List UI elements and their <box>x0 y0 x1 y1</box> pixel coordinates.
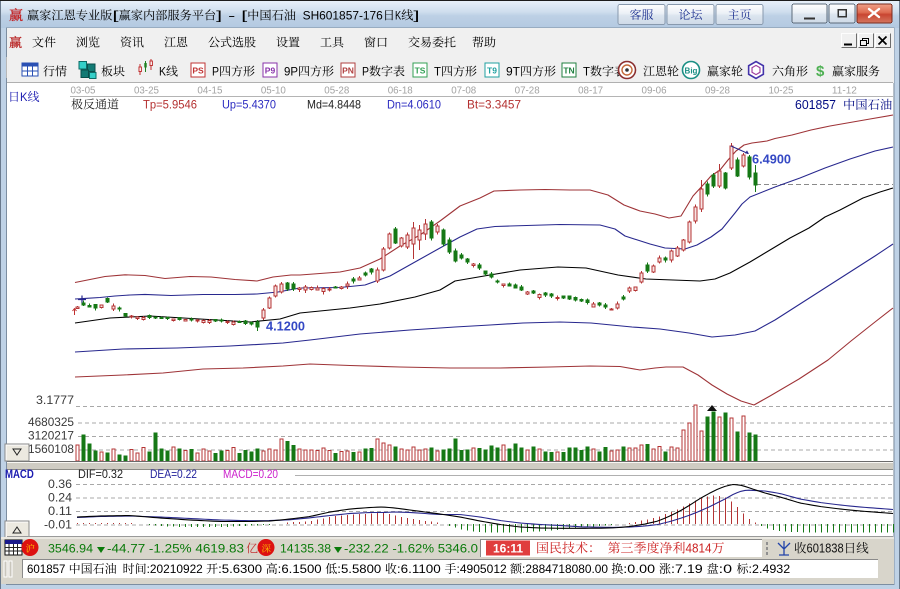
svg-text:4.1200: 4.1200 <box>266 320 305 334</box>
svg-text:MACD=0.20: MACD=0.20 <box>223 467 278 481</box>
svg-text:PN: PN <box>342 66 354 76</box>
svg-text:16:11: 16:11 <box>493 542 523 556</box>
svg-text:601857: 601857 <box>795 98 836 112</box>
svg-text:TN: TN <box>563 66 574 76</box>
svg-text:P: P <box>212 65 219 79</box>
svg-text:Bt=3.3457: Bt=3.3457 <box>467 98 521 112</box>
svg-text:08-17: 08-17 <box>578 86 603 97</box>
svg-text::0.00: :0.00 <box>623 562 659 576</box>
svg-text:MACD: MACD <box>5 467 34 481</box>
svg-text::2884718080.00: :2884718080.00 <box>522 562 611 576</box>
svg-text::20210922: :20210922 <box>147 562 207 576</box>
svg-text:601838: 601838 <box>807 542 844 556</box>
svg-text::5.6300: :5.6300 <box>218 562 266 576</box>
svg-text::5.5800: :5.5800 <box>337 562 385 576</box>
svg-text:04-15: 04-15 <box>197 86 222 97</box>
svg-text:1560108: 1560108 <box>28 442 74 456</box>
svg-text:K: K <box>159 65 166 79</box>
svg-text:0.36: 0.36 <box>48 477 72 491</box>
svg-text:TS: TS <box>415 66 426 76</box>
svg-text:07-08: 07-08 <box>451 86 476 97</box>
svg-text::6.1500: :6.1500 <box>278 562 326 576</box>
svg-text:4680325: 4680325 <box>28 415 74 429</box>
svg-text:3120217: 3120217 <box>28 429 74 443</box>
svg-text:[: [ <box>112 9 119 23</box>
svg-text:0.24: 0.24 <box>48 491 72 505</box>
svg-text:09-28: 09-28 <box>705 86 730 97</box>
svg-text:10-25: 10-25 <box>768 86 793 97</box>
svg-text:DIF=0.32: DIF=0.32 <box>78 467 123 481</box>
svg-text::6.1100: :6.1100 <box>397 562 445 576</box>
svg-text:K: K <box>395 9 401 23</box>
svg-text:SH601857-176: SH601857-176 <box>296 9 383 23</box>
svg-text:-0.01: -0.01 <box>44 518 72 532</box>
svg-text:K: K <box>20 90 28 104</box>
svg-text:14135.38: 14135.38 <box>280 542 331 556</box>
svg-text:]: ] <box>413 9 419 23</box>
svg-text::0: :0 <box>719 562 737 576</box>
svg-text:] - [: ] - [ <box>216 9 248 23</box>
svg-text:Up=5.4370: Up=5.4370 <box>222 98 276 112</box>
svg-text:9T: 9T <box>506 65 521 79</box>
svg-text:Md=4.8448: Md=4.8448 <box>307 98 361 112</box>
svg-text:05-28: 05-28 <box>324 86 349 97</box>
svg-text:05-10: 05-10 <box>261 86 286 97</box>
svg-text:3546.94: 3546.94 <box>48 542 93 556</box>
svg-text:T9: T9 <box>487 66 497 76</box>
svg-text:$: $ <box>816 63 825 80</box>
svg-text:Dn=4.0610: Dn=4.0610 <box>387 98 441 112</box>
svg-text:Tp=5.9546: Tp=5.9546 <box>143 98 197 112</box>
svg-text:3.1777: 3.1777 <box>36 393 74 407</box>
svg-text::4905012: :4905012 <box>457 562 511 576</box>
svg-text:Big: Big <box>685 67 698 76</box>
svg-text:07-28: 07-28 <box>515 86 540 97</box>
svg-text:PS: PS <box>192 66 204 76</box>
svg-text:P: P <box>362 65 369 79</box>
svg-text:11-12: 11-12 <box>832 86 857 97</box>
svg-text:4814: 4814 <box>686 541 712 556</box>
svg-text:T: T <box>583 65 591 79</box>
svg-text:03-25: 03-25 <box>134 86 159 97</box>
svg-text:DEA=0.22: DEA=0.22 <box>150 467 197 481</box>
svg-text:9P: 9P <box>284 65 298 79</box>
svg-text:03-05: 03-05 <box>71 86 96 97</box>
svg-text:T: T <box>434 65 442 79</box>
svg-text:P9: P9 <box>265 66 276 76</box>
svg-text:09-06: 09-06 <box>642 86 667 97</box>
svg-text:-44.77 -1.25% 4619.83: -44.77 -1.25% 4619.83 <box>107 542 244 556</box>
svg-text:601857: 601857 <box>27 562 69 576</box>
svg-text:6.4900: 6.4900 <box>752 153 791 167</box>
svg-text::7.19: :7.19 <box>671 562 707 576</box>
svg-text:-232.22 -1.62% 5346.0: -232.22 -1.62% 5346.0 <box>344 542 478 556</box>
svg-text::2.4932: :2.4932 <box>749 562 791 576</box>
svg-text:06-18: 06-18 <box>388 86 413 97</box>
svg-text:0.11: 0.11 <box>48 504 72 518</box>
